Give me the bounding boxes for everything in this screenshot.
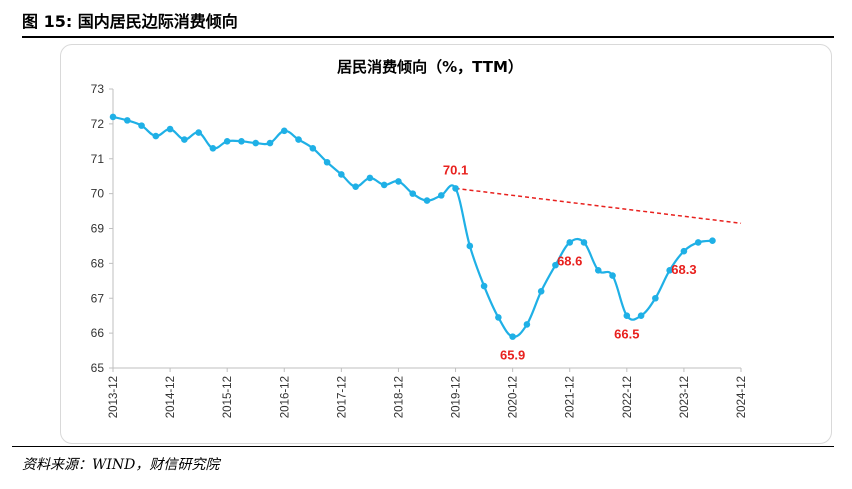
chart-frame xyxy=(60,44,832,444)
data-point xyxy=(395,178,402,185)
data-point xyxy=(252,139,260,147)
data-point xyxy=(480,282,488,290)
data-point xyxy=(594,267,602,274)
y-tick-label: 73 xyxy=(91,82,105,96)
x-tick-label: 2014-12 xyxy=(165,376,177,418)
data-point xyxy=(238,138,245,145)
series-group xyxy=(109,113,716,340)
data-point xyxy=(195,129,202,136)
data-point xyxy=(609,272,616,279)
data-point xyxy=(437,192,445,199)
y-tick-label: 71 xyxy=(91,152,105,166)
source-note: 资料来源：WIND，财信研究院 xyxy=(22,457,220,473)
data-point xyxy=(680,247,688,255)
data-point xyxy=(409,190,417,197)
data-point xyxy=(323,158,331,166)
x-tick-label: 2021-12 xyxy=(565,376,577,418)
data-point xyxy=(566,239,574,246)
x-tick-label: 2013-12 xyxy=(108,376,120,418)
y-tick-label: 69 xyxy=(91,222,105,236)
x-tick-label: 2022-12 xyxy=(622,376,634,418)
top-rule xyxy=(22,36,834,38)
data-label: 68.3 xyxy=(671,262,696,277)
x-tick-label: 2019-12 xyxy=(451,376,463,418)
series-line xyxy=(112,115,713,338)
data-point xyxy=(523,321,531,328)
data-point xyxy=(266,139,274,147)
data-point xyxy=(352,183,359,190)
data-point xyxy=(694,239,702,246)
data-point xyxy=(423,197,431,204)
data-point xyxy=(709,237,716,245)
x-tick-label: 2023-12 xyxy=(679,376,691,418)
bottom-rule xyxy=(12,446,834,447)
data-point xyxy=(295,136,302,143)
data-point xyxy=(152,132,160,140)
data-point xyxy=(580,239,588,246)
annotation-group: 70.1 65.9 68.6 66.5 68.3 xyxy=(443,162,697,362)
y-tick-label: 66 xyxy=(91,326,105,340)
x-tick-label: 2015-12 xyxy=(222,376,234,418)
data-point xyxy=(366,174,374,182)
trendline-group xyxy=(455,187,742,225)
data-label: 70.1 xyxy=(443,162,468,177)
figure-title: 图 15: 国内居民边际消费倾向 xyxy=(22,12,238,31)
y-tick-label: 70 xyxy=(91,187,105,201)
data-point xyxy=(338,171,345,178)
x-tick-label: 2018-12 xyxy=(393,376,405,418)
y-tick-label: 65 xyxy=(91,361,105,375)
trendline xyxy=(455,187,742,225)
y-tick-label: 68 xyxy=(91,256,105,270)
x-tick-label: 2024-12 xyxy=(736,376,748,418)
x-tick-label: 2016-12 xyxy=(279,376,291,418)
data-point xyxy=(509,333,516,340)
chart-title: 居民消费倾向（%，TTM） xyxy=(337,58,523,76)
data-point xyxy=(380,181,388,189)
data-point xyxy=(223,138,231,145)
data-point xyxy=(452,185,459,192)
data-point xyxy=(138,122,145,129)
data-label: 65.9 xyxy=(500,348,525,363)
data-point xyxy=(652,294,659,302)
data-point xyxy=(280,127,288,135)
x-tick-label: 2017-12 xyxy=(336,376,348,418)
data-point xyxy=(181,136,188,143)
data-point xyxy=(495,314,502,321)
data-label: 66.5 xyxy=(614,327,639,342)
data-point xyxy=(637,312,645,319)
y-tick-label: 67 xyxy=(91,291,105,305)
data-point xyxy=(209,144,217,152)
data-point xyxy=(666,267,673,274)
data-label: 68.6 xyxy=(557,253,582,268)
data-point xyxy=(623,312,631,319)
data-point xyxy=(552,261,559,269)
data-point xyxy=(537,287,545,295)
data-point xyxy=(309,144,317,152)
data-point xyxy=(466,242,474,250)
x-tick-label: 2020-12 xyxy=(508,376,520,418)
y-tick-label: 72 xyxy=(91,117,105,131)
data-point xyxy=(123,117,131,124)
data-point xyxy=(109,113,117,121)
data-point xyxy=(166,125,174,133)
